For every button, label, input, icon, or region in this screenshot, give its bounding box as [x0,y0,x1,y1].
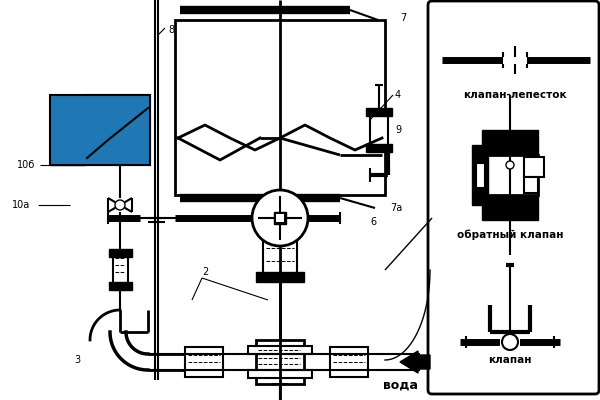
Text: 9: 9 [395,125,401,135]
Bar [256,222,304,232]
Bar [482,130,538,155]
Bar [180,7,350,13]
Text: вода: вода [383,378,418,392]
Circle shape [115,200,125,210]
Bar [248,370,312,378]
FancyArrow shape [400,351,430,373]
Bar [175,20,385,195]
Bar [185,347,223,377]
Bar [256,272,304,282]
Circle shape [252,190,308,246]
FancyBboxPatch shape [428,1,599,394]
Bar [472,145,488,205]
Bar [500,338,520,347]
Text: клапан-лепесток: клапан-лепесток [463,90,567,100]
Bar [109,249,132,257]
Bar [366,144,392,152]
Bar [85,95,150,165]
Text: клапан: клапан [488,355,532,365]
Bar [366,108,392,116]
Bar [50,95,85,165]
Text: 8: 8 [168,25,174,35]
Text: 7а: 7а [390,203,402,213]
Bar [248,346,312,354]
Bar [276,214,284,222]
Bar [263,225,297,280]
Text: 10а: 10а [12,200,30,210]
Text: 6: 6 [370,217,376,227]
Bar [482,155,538,195]
Bar [109,282,132,290]
Text: 4: 4 [395,90,401,100]
Bar [476,163,484,187]
Bar [524,157,544,177]
Circle shape [502,334,518,350]
Bar [180,195,340,201]
Bar [50,95,150,165]
Bar [113,252,128,290]
Bar [503,56,527,64]
Circle shape [506,161,514,169]
Bar [274,212,286,224]
Bar [482,195,538,220]
Text: 2: 2 [202,267,208,277]
Text: обратный клапан: обратный клапан [457,230,563,240]
Bar [370,110,388,152]
Text: 3: 3 [74,355,80,365]
Text: 10б: 10б [17,160,35,170]
Bar [256,340,304,384]
Bar [330,347,368,377]
Bar [524,177,538,193]
Text: 7: 7 [400,13,406,23]
